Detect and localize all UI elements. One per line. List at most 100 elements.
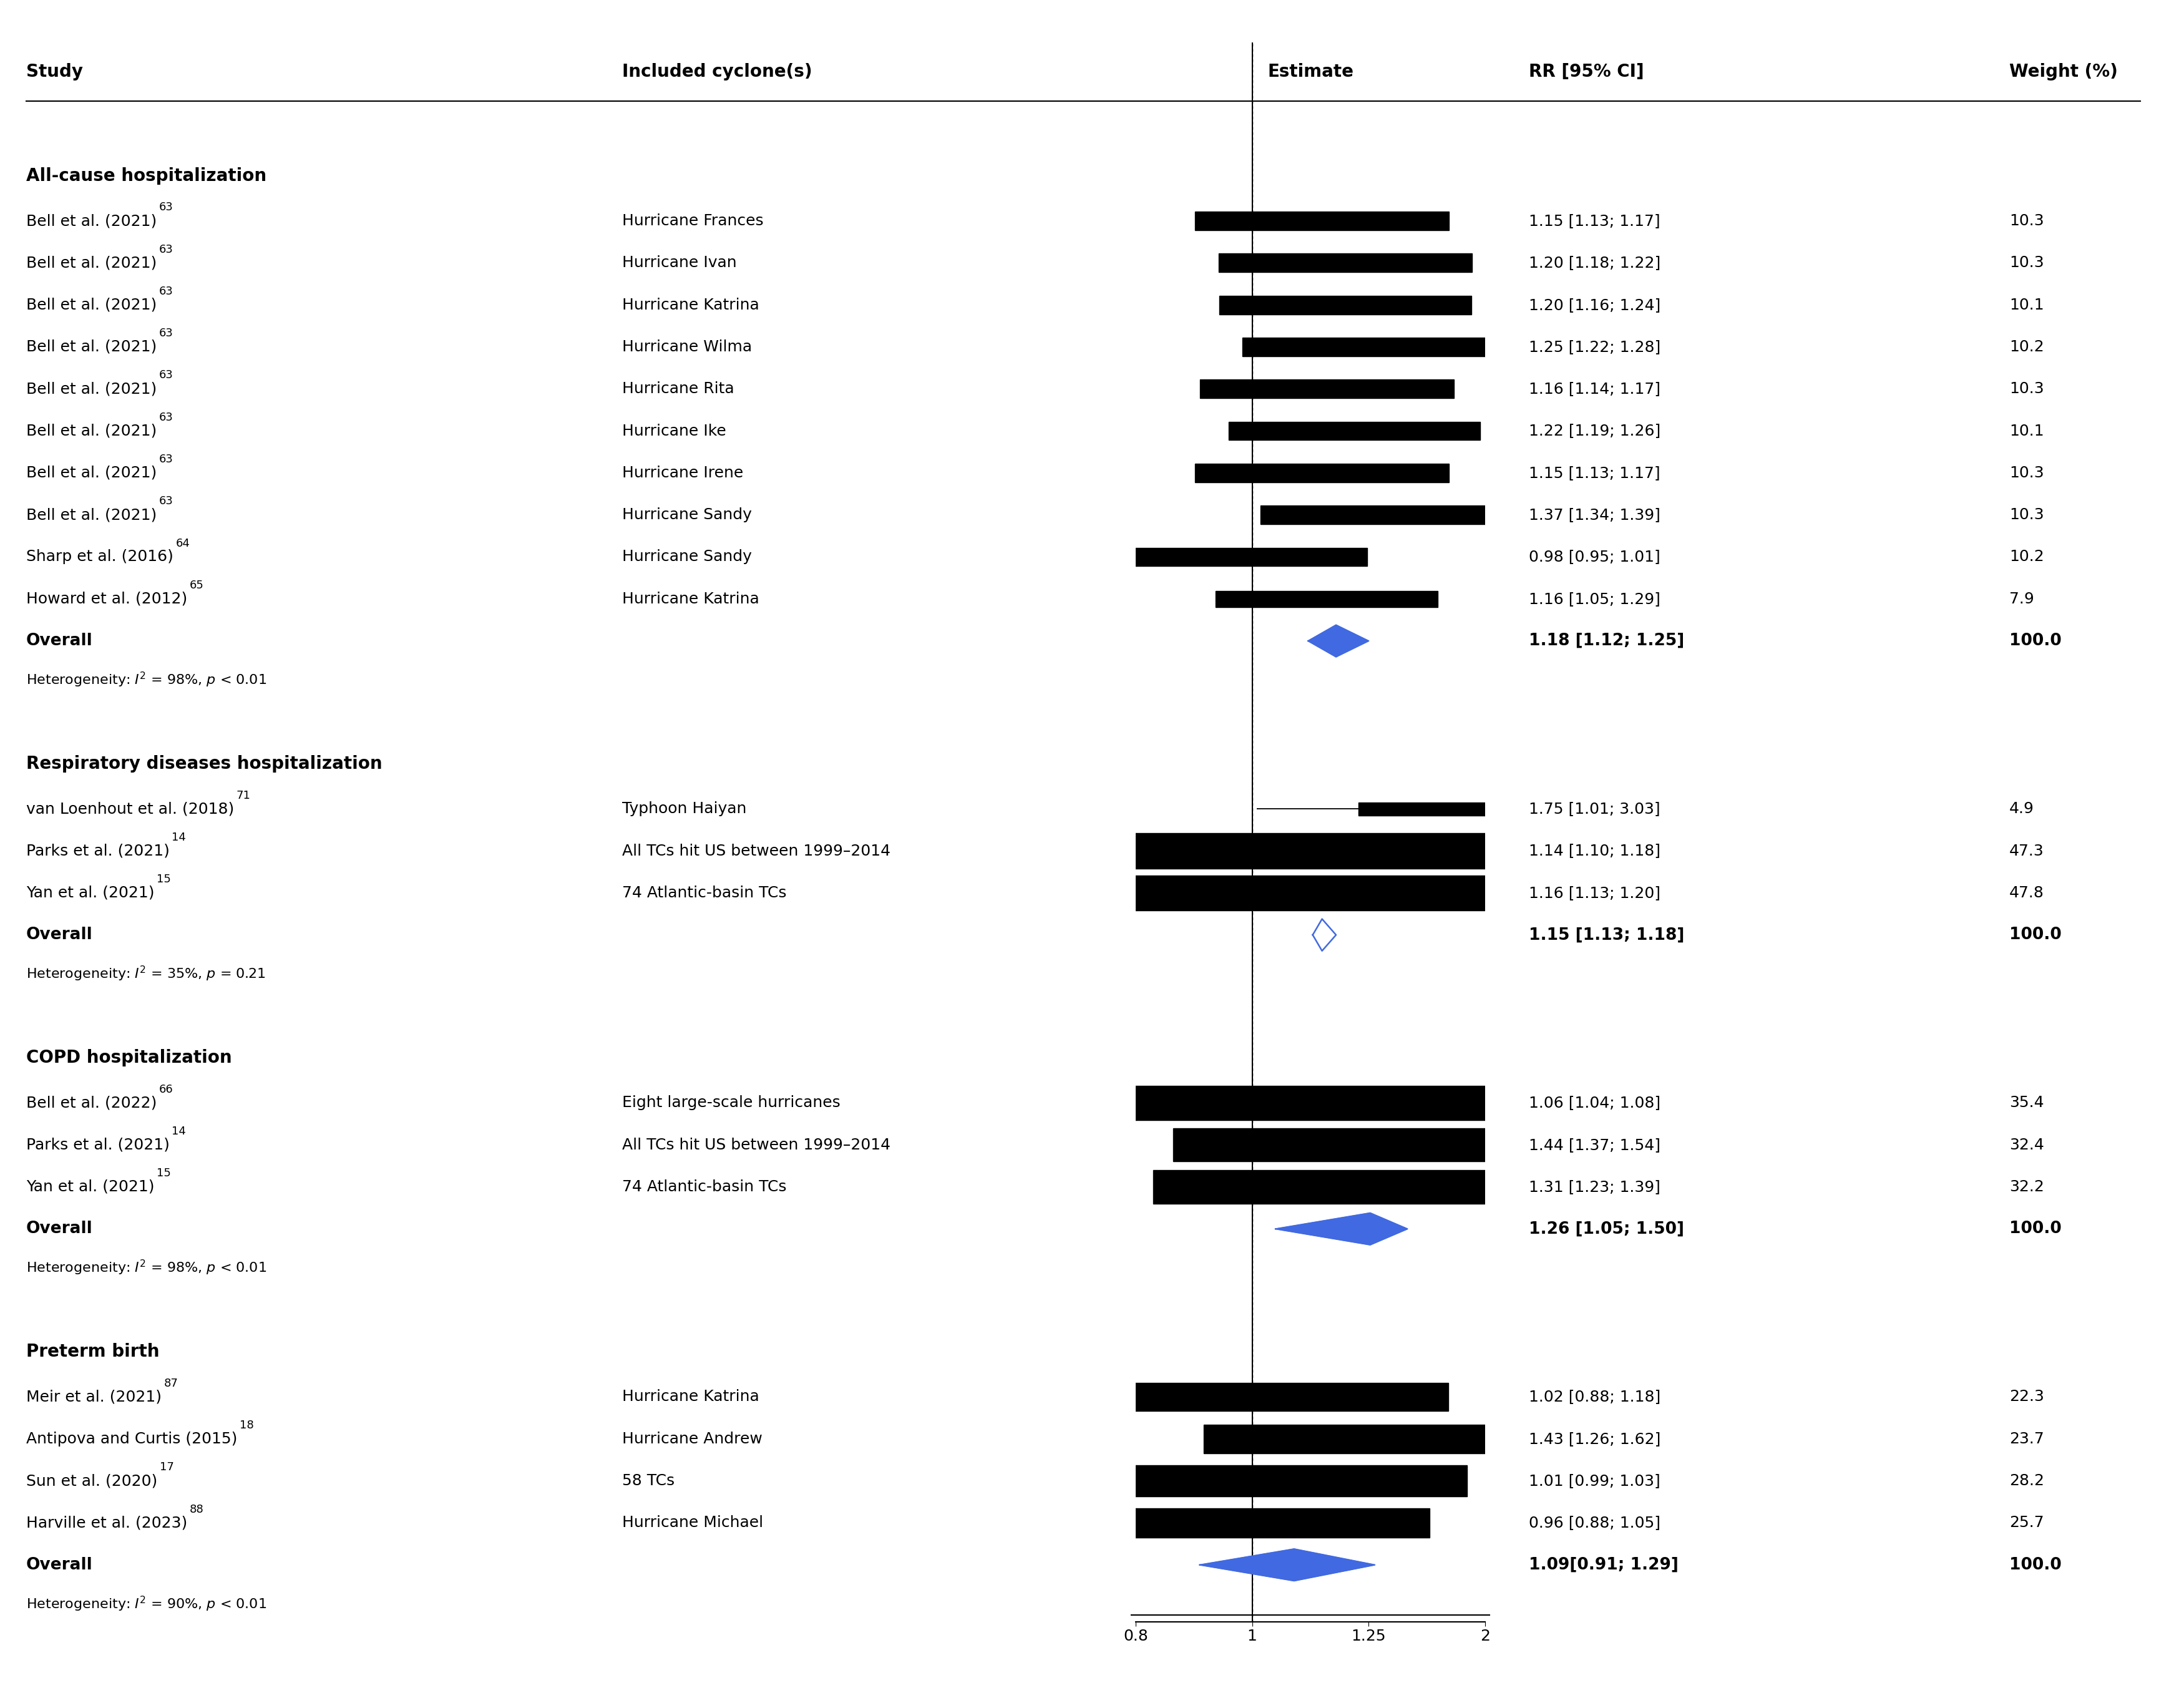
Text: Bell et al. (2021): Bell et al. (2021)	[26, 340, 157, 355]
Text: 1.75 [1.01; 3.03]: 1.75 [1.01; 3.03]	[1529, 801, 1660, 817]
Text: 63: 63	[159, 453, 173, 465]
Text: Overall: Overall	[26, 633, 92, 649]
Bar	[1029, 1508, 1431, 1538]
Text: Hurricane Sandy: Hurricane Sandy	[622, 550, 751, 564]
Text: 10.3: 10.3	[2009, 255, 2044, 270]
Text: 1.15 [1.13; 1.17]: 1.15 [1.13; 1.17]	[1529, 465, 1660, 481]
Text: Study: Study	[26, 63, 83, 80]
Text: 15: 15	[157, 1168, 170, 1178]
Text: 88: 88	[190, 1504, 203, 1515]
Text: 1.01 [0.99; 1.03]: 1.01 [0.99; 1.03]	[1529, 1474, 1660, 1489]
Text: Bell et al. (2021): Bell et al. (2021)	[26, 214, 157, 229]
Text: 63: 63	[159, 202, 173, 212]
Text: Yan et al. (2021): Yan et al. (2021)	[26, 1180, 155, 1194]
Text: 32.4: 32.4	[2009, 1138, 2044, 1153]
Text: Hurricane Ike: Hurricane Ike	[622, 423, 727, 438]
Text: 4.9: 4.9	[2009, 801, 2033, 817]
Text: 87: 87	[164, 1377, 179, 1389]
Text: Bell et al. (2021): Bell et al. (2021)	[26, 508, 157, 523]
Text: Hurricane Rita: Hurricane Rita	[622, 382, 734, 396]
Bar	[1243, 338, 1496, 357]
Text: Bell et al. (2021): Bell et al. (2021)	[26, 382, 157, 396]
Text: 100.0: 100.0	[2009, 1557, 2062, 1572]
Text: 63: 63	[159, 285, 173, 297]
Polygon shape	[1199, 1549, 1376, 1581]
Text: 63: 63	[159, 370, 173, 380]
Text: 1.26 [1.05; 1.50]: 1.26 [1.05; 1.50]	[1529, 1221, 1684, 1238]
Bar	[1358, 803, 1533, 815]
Text: Parks et al. (2021): Parks et al. (2021)	[26, 1138, 170, 1153]
Text: 22.3: 22.3	[2009, 1389, 2044, 1404]
Text: 10.1: 10.1	[2009, 423, 2044, 438]
Text: Antipova and Curtis (2015): Antipova and Curtis (2015)	[26, 1431, 238, 1447]
Text: Meir et al. (2021): Meir et al. (2021)	[26, 1389, 162, 1404]
Text: Preterm birth: Preterm birth	[26, 1343, 159, 1360]
Text: Hurricane Frances: Hurricane Frances	[622, 214, 764, 229]
Text: Included cyclone(s): Included cyclone(s)	[622, 63, 812, 80]
Text: 25.7: 25.7	[2009, 1515, 2044, 1530]
Text: Heterogeneity: $\mathit{I}^2$ = 90%, $\mathit{p}$ < 0.01: Heterogeneity: $\mathit{I}^2$ = 90%, $\m…	[26, 1594, 266, 1613]
Text: 74 Atlantic-basin TCs: 74 Atlantic-basin TCs	[622, 885, 786, 900]
Text: 1.31 [1.23; 1.39]: 1.31 [1.23; 1.39]	[1529, 1180, 1660, 1194]
Text: Estimate: Estimate	[1267, 63, 1354, 80]
Text: van Loenhout et al. (2018): van Loenhout et al. (2018)	[26, 801, 234, 817]
Text: Hurricane Irene: Hurricane Irene	[622, 465, 743, 481]
Text: Typhoon Haiyan: Typhoon Haiyan	[622, 801, 747, 817]
Text: 10.1: 10.1	[2009, 297, 2044, 312]
Text: 63: 63	[159, 411, 173, 423]
Text: Bell et al. (2021): Bell et al. (2021)	[26, 297, 157, 312]
Bar	[1203, 1425, 1590, 1453]
Text: 66: 66	[159, 1083, 173, 1095]
Text: 0.96 [0.88; 1.05]: 0.96 [0.88; 1.05]	[1529, 1515, 1660, 1530]
Text: 10.3: 10.3	[2009, 214, 2044, 229]
Text: Yan et al. (2021): Yan et al. (2021)	[26, 885, 155, 900]
Bar	[1088, 874, 1566, 910]
Text: Hurricane Michael: Hurricane Michael	[622, 1515, 764, 1530]
Text: Hurricane Katrina: Hurricane Katrina	[622, 297, 760, 312]
Bar	[1114, 547, 1367, 565]
Text: 14: 14	[173, 1126, 186, 1138]
Text: 100.0: 100.0	[2009, 927, 2062, 942]
Text: 10.2: 10.2	[2009, 550, 2044, 564]
Bar	[1260, 506, 1514, 525]
Text: 10.3: 10.3	[2009, 465, 2044, 481]
Text: Howard et al. (2012): Howard et al. (2012)	[26, 591, 188, 606]
Text: 47.8: 47.8	[2009, 885, 2044, 900]
Text: 47.3: 47.3	[2009, 844, 2044, 859]
Bar	[1075, 1384, 1448, 1411]
Text: All TCs hit US between 1999–2014: All TCs hit US between 1999–2014	[622, 1138, 891, 1153]
Text: 1.18 [1.12; 1.25]: 1.18 [1.12; 1.25]	[1529, 633, 1684, 649]
Text: 1.06 [1.04; 1.08]: 1.06 [1.04; 1.08]	[1529, 1095, 1660, 1110]
Polygon shape	[1313, 919, 1337, 951]
Text: 1.16 [1.14; 1.17]: 1.16 [1.14; 1.17]	[1529, 382, 1660, 396]
Text: COPD hospitalization: COPD hospitalization	[26, 1049, 232, 1066]
Text: Harville et al. (2023): Harville et al. (2023)	[26, 1515, 188, 1530]
Text: 10.3: 10.3	[2009, 382, 2044, 396]
Text: Sun et al. (2020): Sun et al. (2020)	[26, 1474, 157, 1489]
Text: 17: 17	[159, 1462, 175, 1472]
Text: 64: 64	[175, 538, 190, 548]
Text: Hurricane Ivan: Hurricane Ivan	[622, 255, 736, 270]
Text: All-cause hospitalization: All-cause hospitalization	[26, 166, 266, 185]
Text: 74 Atlantic-basin TCs: 74 Atlantic-basin TCs	[622, 1180, 786, 1194]
Text: 1.02 [0.88; 1.18]: 1.02 [0.88; 1.18]	[1529, 1389, 1660, 1404]
Text: Eight large-scale hurricanes: Eight large-scale hurricanes	[622, 1095, 841, 1110]
Text: 14: 14	[173, 832, 186, 842]
Text: 1.20 [1.16; 1.24]: 1.20 [1.16; 1.24]	[1529, 297, 1660, 312]
Bar	[1153, 1170, 1603, 1204]
Text: Hurricane Katrina: Hurricane Katrina	[622, 1389, 760, 1404]
Text: 1.15 [1.13; 1.17]: 1.15 [1.13; 1.17]	[1529, 214, 1660, 229]
Bar	[1044, 1085, 1516, 1121]
Text: 1.16 [1.13; 1.20]: 1.16 [1.13; 1.20]	[1529, 885, 1660, 900]
Text: 1.14 [1.10; 1.18]: 1.14 [1.10; 1.18]	[1529, 844, 1660, 859]
Text: Overall: Overall	[26, 1557, 92, 1572]
Bar	[1199, 380, 1455, 399]
Bar	[1173, 1127, 1623, 1161]
Bar	[1195, 212, 1448, 231]
Text: 1.44 [1.37; 1.54]: 1.44 [1.37; 1.54]	[1529, 1138, 1660, 1153]
Text: 100.0: 100.0	[2009, 633, 2062, 649]
Text: Parks et al. (2021): Parks et al. (2021)	[26, 844, 170, 859]
Bar	[1219, 295, 1472, 314]
Text: 0.98 [0.95; 1.01]: 0.98 [0.95; 1.01]	[1529, 550, 1660, 564]
Text: Overall: Overall	[26, 927, 92, 942]
